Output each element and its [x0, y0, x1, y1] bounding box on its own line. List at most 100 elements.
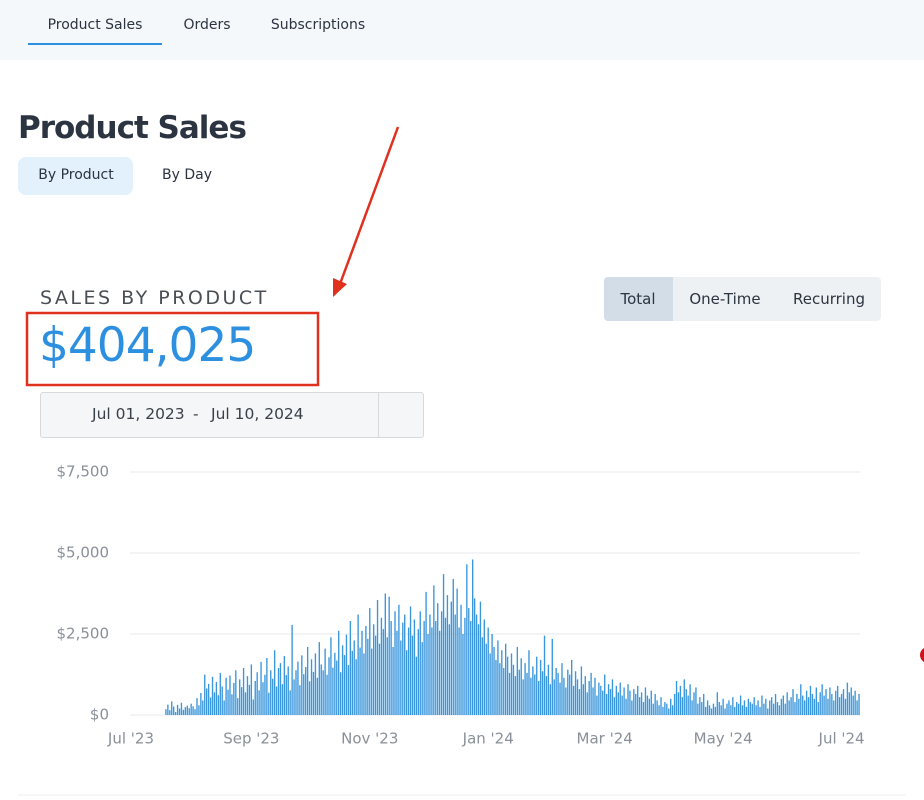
bar: [173, 706, 175, 715]
bar: [536, 656, 538, 715]
bar: [359, 647, 361, 715]
bar: [316, 677, 319, 715]
bar: [493, 646, 495, 715]
bar: [347, 665, 350, 715]
bar: [345, 634, 348, 715]
bar: [613, 697, 616, 715]
bar: [699, 697, 701, 715]
bar: [753, 697, 755, 715]
bar: [374, 635, 377, 715]
page-title: Product Sales: [18, 110, 247, 146]
bar: [192, 706, 194, 715]
bar: [277, 668, 280, 715]
date-end: Jul 10, 2024: [211, 405, 304, 423]
bar: [840, 693, 843, 715]
bar: [215, 681, 218, 715]
bar: [677, 692, 680, 715]
x-tick-label: Nov '23: [341, 730, 398, 748]
bar: [407, 627, 410, 715]
bar: [456, 588, 458, 715]
bar: [838, 697, 841, 715]
bar: [442, 574, 445, 715]
bar: [541, 671, 544, 715]
nav-tab[interactable]: Product Sales: [47, 17, 143, 33]
mode-button[interactable]: Total: [620, 290, 656, 308]
bar: [637, 685, 639, 715]
bar: [299, 685, 301, 715]
bar: [365, 625, 367, 715]
bar: [514, 676, 517, 715]
bar: [805, 690, 808, 715]
mode-button[interactable]: Recurring: [793, 290, 865, 308]
bar: [246, 676, 249, 715]
bar: [433, 585, 435, 715]
bar: [588, 680, 590, 715]
bar: [520, 658, 522, 715]
bar: [378, 643, 381, 715]
bar: [470, 621, 472, 715]
nav-tab[interactable]: Subscriptions: [270, 17, 366, 33]
bar: [576, 679, 579, 715]
bar: [318, 642, 320, 715]
bar: [369, 608, 371, 715]
bar: [640, 692, 643, 715]
bar: [619, 682, 621, 715]
bar: [617, 692, 619, 715]
bar: [225, 677, 227, 715]
view-button[interactable]: By Product: [38, 167, 114, 183]
date-start: Jul 01, 2023: [92, 405, 185, 423]
bar: [539, 659, 542, 715]
nav-bar: [0, 0, 924, 60]
bar: [689, 684, 691, 715]
bar: [256, 672, 258, 715]
bar: [219, 672, 221, 715]
bar: [165, 709, 167, 715]
bar: [411, 635, 414, 715]
bar: [602, 690, 604, 715]
mode-button[interactable]: One-Time: [689, 290, 761, 308]
y-tick-label: $7,500: [57, 463, 110, 481]
nav-tab[interactable]: Orders: [183, 17, 231, 33]
bar: [481, 637, 484, 715]
bar: [596, 695, 598, 715]
x-tick-label: May '24: [694, 730, 753, 748]
bar: [266, 657, 268, 715]
bar: [584, 676, 586, 715]
bar: [800, 684, 802, 715]
view-button-active[interactable]: [18, 157, 133, 195]
bar: [569, 674, 571, 715]
bar: [623, 687, 625, 715]
bar: [703, 693, 705, 715]
view-button[interactable]: By Day: [162, 167, 212, 183]
bar: [809, 685, 812, 715]
bar: [176, 704, 179, 715]
x-tick-label: Jul '24: [818, 730, 865, 748]
bar: [796, 693, 798, 715]
bar: [471, 559, 474, 715]
bar: [487, 627, 489, 715]
bar: [580, 666, 583, 715]
bar: [567, 669, 569, 715]
bar: [706, 700, 709, 715]
bar: [662, 706, 664, 715]
bar: [306, 646, 309, 715]
bar: [392, 646, 394, 715]
bar: [326, 674, 328, 715]
bar: [555, 668, 557, 715]
bar: [716, 692, 718, 715]
bar: [607, 684, 610, 715]
bar: [468, 608, 470, 715]
bar: [417, 629, 419, 715]
bar: [543, 635, 546, 715]
bar: [398, 604, 400, 715]
bar: [833, 700, 835, 715]
bar: [305, 667, 307, 715]
bar: [685, 689, 687, 715]
bar: [776, 702, 779, 715]
date-picker[interactable]: [40, 392, 424, 438]
bar: [227, 689, 229, 715]
bar: [831, 693, 833, 715]
bar: [512, 664, 515, 715]
bar: [221, 686, 223, 715]
bar: [813, 698, 816, 715]
